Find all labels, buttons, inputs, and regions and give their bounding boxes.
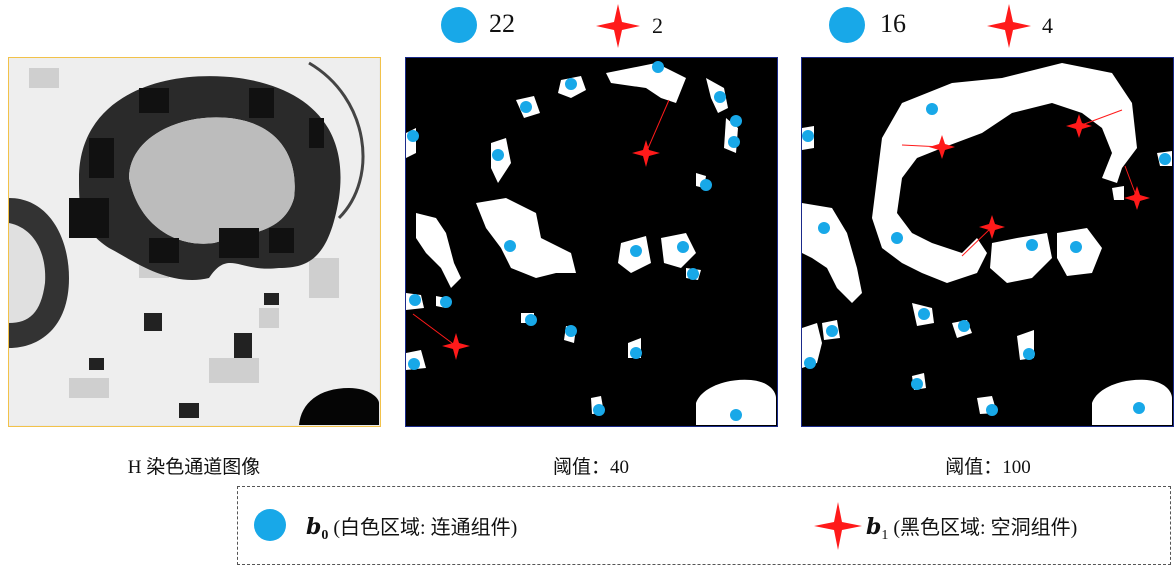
b1-count-100: 4 xyxy=(1042,13,1053,38)
b0-dot xyxy=(652,61,664,73)
b1-legend-marker xyxy=(814,502,862,550)
h-stain-caption: H 染色通道图像 xyxy=(127,457,261,478)
b1-count-40: 2 xyxy=(652,13,663,38)
threshold-100-caption: 阈值：100 xyxy=(945,457,1031,478)
b0-count-marker-100 xyxy=(829,7,865,43)
b0-count-100: 16 xyxy=(880,9,906,38)
b0-legend-marker xyxy=(254,509,286,541)
b1-count-marker-40 xyxy=(596,4,640,48)
binary-threshold-100 xyxy=(801,57,1174,427)
b0-legend-label: b0 (白色区域: 连通组件) xyxy=(306,514,518,543)
b1-count-marker-100 xyxy=(987,4,1031,48)
binary-threshold-40 xyxy=(405,57,778,427)
legend-box: b0 (白色区域: 连通组件) b1 (黑色区域: 空洞组件) xyxy=(237,486,1171,565)
b1-legend-label: b1 (黑色区域: 空洞组件) xyxy=(866,514,1078,543)
threshold-40-caption: 阈值：40 xyxy=(552,457,629,478)
h-stain-image xyxy=(8,57,381,427)
b0-count-40: 22 xyxy=(489,9,515,38)
b0-count-marker-40 xyxy=(441,7,477,43)
